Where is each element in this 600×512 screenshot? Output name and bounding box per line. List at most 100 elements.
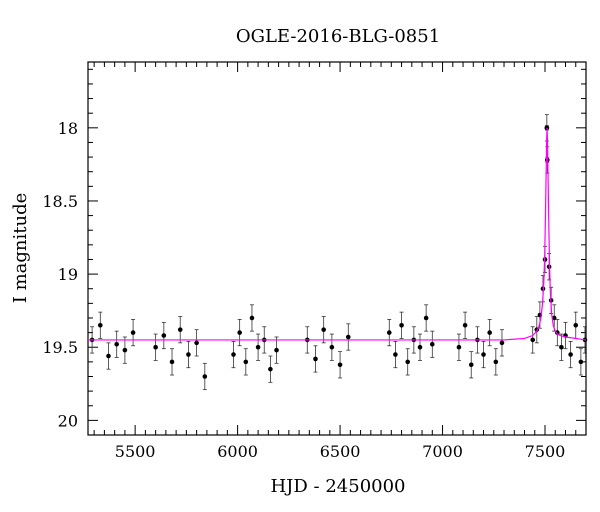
data-point xyxy=(481,340,486,369)
plot-frame xyxy=(87,61,587,436)
point-marker xyxy=(468,362,474,368)
data-point xyxy=(249,304,255,332)
point-marker xyxy=(405,359,411,365)
data-point xyxy=(169,348,175,376)
data-point xyxy=(393,340,398,369)
point-marker xyxy=(122,347,128,353)
data-point xyxy=(386,319,392,347)
point-marker xyxy=(114,342,119,347)
data-point xyxy=(321,316,326,344)
point-marker xyxy=(456,344,462,350)
data-point xyxy=(499,329,505,357)
data-point xyxy=(563,321,568,350)
data-points xyxy=(89,114,588,391)
data-point xyxy=(274,336,279,364)
data-point xyxy=(573,311,579,339)
point-marker xyxy=(268,366,273,372)
data-point xyxy=(194,329,199,357)
point-marker xyxy=(161,333,167,338)
data-point xyxy=(97,311,103,339)
point-marker xyxy=(153,344,158,350)
data-point xyxy=(568,340,573,369)
data-point xyxy=(186,340,191,369)
data-point xyxy=(237,319,242,347)
point-marker xyxy=(313,356,318,362)
data-point xyxy=(114,330,119,358)
point-marker xyxy=(255,344,261,350)
y-axis-label: I magnitude xyxy=(10,193,31,304)
point-marker xyxy=(231,352,236,357)
point-marker xyxy=(186,352,191,357)
point-marker xyxy=(487,330,492,335)
point-marker xyxy=(559,344,564,350)
data-point xyxy=(153,333,158,361)
data-point xyxy=(243,348,249,376)
y-tick-label: 19 xyxy=(58,265,78,284)
y-tick-label: 20 xyxy=(58,411,78,430)
data-point xyxy=(462,311,468,339)
point-marker xyxy=(169,359,175,365)
data-point xyxy=(345,323,351,351)
x-tick-label: 6000 xyxy=(217,442,258,461)
data-point xyxy=(429,330,435,358)
x-axis: 5500 6000 6500 7000 7500 xyxy=(93,62,587,461)
y-tick-label: 18 xyxy=(58,119,78,138)
data-point xyxy=(130,319,136,347)
data-point xyxy=(493,348,499,376)
x-tick-label: 7500 xyxy=(525,442,566,461)
point-marker xyxy=(202,374,208,379)
point-marker xyxy=(530,337,536,343)
data-point xyxy=(122,336,128,364)
point-marker xyxy=(573,322,579,328)
y-tick-label: 19.5 xyxy=(42,338,78,357)
x-tick-label: 5500 xyxy=(115,442,156,461)
point-marker xyxy=(462,322,468,328)
data-point xyxy=(231,340,236,369)
point-marker xyxy=(499,340,505,346)
model-curve xyxy=(88,127,587,341)
data-point xyxy=(578,348,584,376)
point-marker xyxy=(194,340,199,346)
data-point xyxy=(399,311,404,339)
data-point xyxy=(337,351,343,379)
x-tick-label: 6500 xyxy=(320,442,361,461)
point-marker xyxy=(386,330,392,335)
point-marker xyxy=(481,352,486,357)
point-marker xyxy=(237,330,242,335)
data-point xyxy=(456,333,462,361)
data-point xyxy=(530,326,536,354)
data-point xyxy=(468,351,474,379)
point-marker xyxy=(578,359,584,365)
data-point xyxy=(177,316,183,344)
point-marker xyxy=(423,315,429,321)
point-marker xyxy=(417,344,423,350)
data-point xyxy=(559,333,564,361)
data-point xyxy=(423,304,429,332)
point-marker xyxy=(243,359,249,365)
point-marker xyxy=(568,352,573,357)
data-point xyxy=(534,316,540,344)
point-marker xyxy=(399,322,404,328)
data-point xyxy=(329,333,335,361)
point-marker xyxy=(337,362,343,368)
point-marker xyxy=(274,347,279,353)
point-marker xyxy=(177,327,183,332)
data-point xyxy=(417,333,423,361)
point-marker xyxy=(321,327,326,332)
point-marker xyxy=(393,352,398,357)
point-marker xyxy=(106,353,111,359)
data-point xyxy=(405,348,411,376)
data-point xyxy=(487,319,492,347)
y-axis: 18 18.5 19 19.5 20 xyxy=(42,68,586,436)
point-marker xyxy=(249,315,255,321)
point-marker xyxy=(130,330,136,335)
data-point xyxy=(268,355,273,383)
x-tick-label: 7000 xyxy=(422,442,463,461)
chart-title: OGLE-2016-BLG-0851 xyxy=(236,26,440,47)
point-marker xyxy=(493,359,499,365)
point-marker xyxy=(345,334,351,340)
y-tick-label: 18.5 xyxy=(42,192,78,211)
data-point xyxy=(202,362,208,391)
point-marker xyxy=(329,344,335,350)
